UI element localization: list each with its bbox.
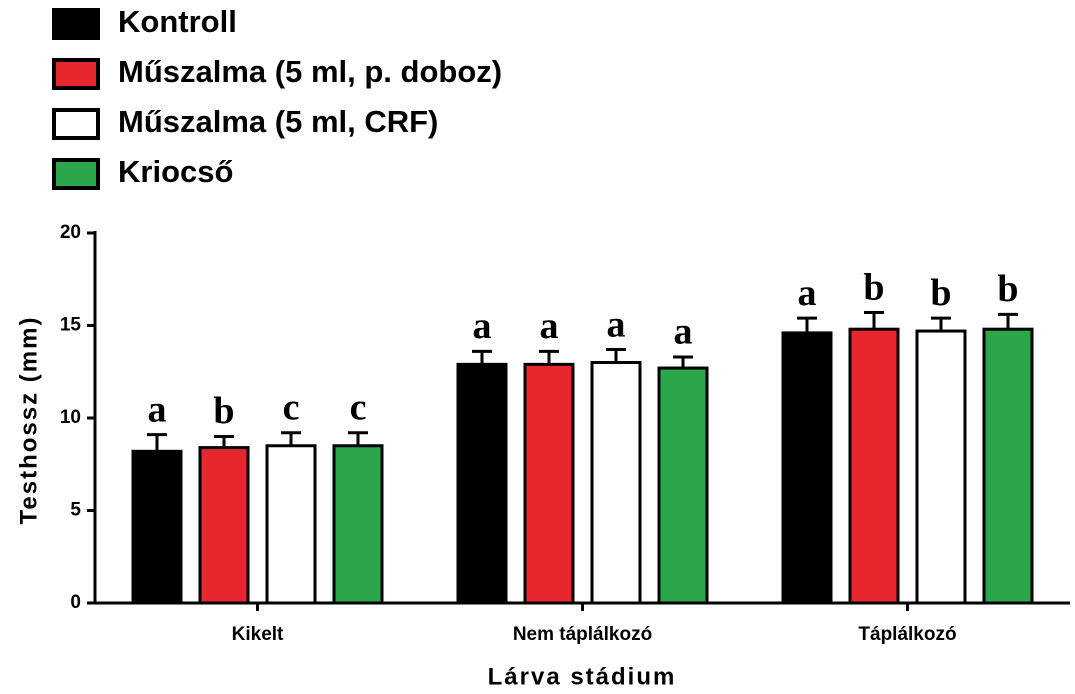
x-tick-label: Kikelt [232,624,284,645]
error-bar [864,311,884,330]
bar [657,366,709,605]
significance-letter: a [148,388,167,430]
significance-letter: a [540,305,559,347]
bar [915,329,967,605]
significance-letter: b [863,266,884,308]
error-bar [472,349,492,365]
error-bar [147,433,167,452]
x-axis-label: Lárva stádium [488,663,677,690]
significance-letter: c [350,387,367,429]
legend-swatch [52,158,100,190]
legend-label: Kriocső [118,154,233,189]
y-tick-label: 0 [70,592,81,613]
significance-letter: a [607,303,626,345]
significance-letter: a [798,272,817,314]
bar [781,331,833,605]
significance-letter: b [213,390,234,432]
legend-swatch [52,58,100,90]
y-tick-label: 20 [60,222,81,243]
error-bar [606,348,626,363]
significance-letter: c [283,387,300,429]
significance-letter: b [930,272,951,314]
bar [590,361,642,605]
error-bar [998,312,1018,330]
legend-swatch [52,8,100,40]
error-bar [539,349,559,365]
error-bar [797,316,817,333]
bar [265,444,317,605]
bar [456,362,508,605]
error-bar [214,435,234,448]
bar [523,362,575,605]
legend-swatch [52,108,100,140]
legend-label: Kontroll [118,4,237,39]
legend-label: Műszalma (5 ml, p. doboz) [118,54,502,89]
y-tick-label: 15 [60,315,82,336]
error-bar [281,431,301,446]
y-tick-label: 10 [60,407,81,428]
bar [198,446,250,605]
bar [982,327,1034,605]
bar [848,327,900,605]
error-bar [673,355,693,369]
x-tick-label: Táplálkozó [858,624,956,645]
bar [131,449,183,605]
legend-label: Műszalma (5 ml, CRF) [118,104,438,139]
x-tick-label: Nem táplálkozó [513,624,652,645]
significance-letter: b [997,268,1018,310]
y-tick-label: 5 [70,500,81,521]
bar [332,444,384,605]
y-axis-label: Testhossz (mm) [15,316,42,525]
error-bar [931,316,951,332]
significance-letter: a [674,311,693,353]
significance-letter: a [473,305,492,347]
error-bar [348,431,368,446]
